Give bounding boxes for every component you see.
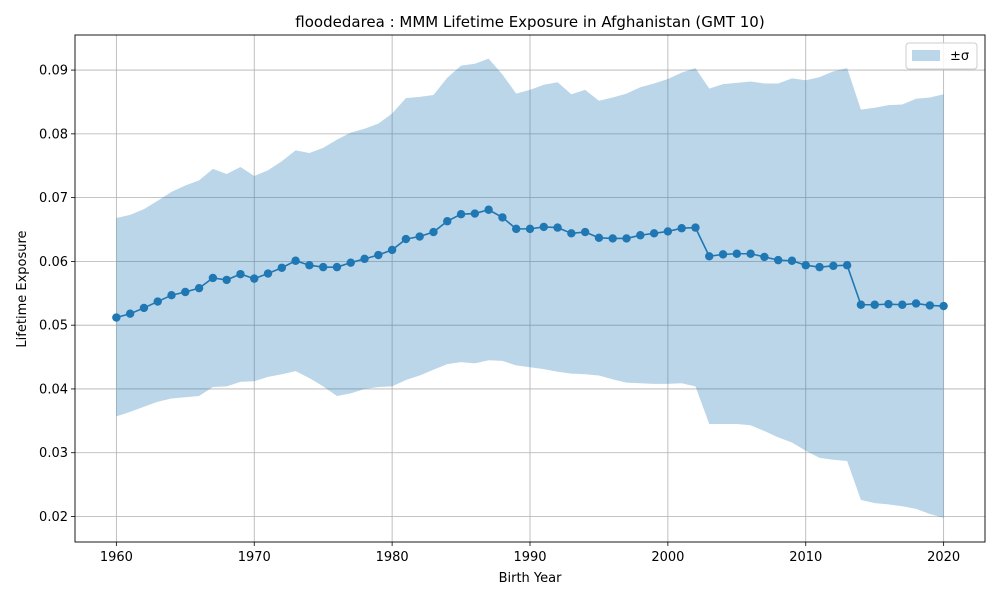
data-point xyxy=(250,274,259,283)
legend-swatch-sigma-band xyxy=(912,50,940,61)
data-point xyxy=(636,231,645,240)
data-point xyxy=(829,261,838,271)
data-point xyxy=(746,249,755,258)
y-axis-ticks: 0.02 0.03 0.04 0.05 0.06 0.07 0.08 0.09 xyxy=(39,64,75,525)
x-tick-label: 1960 xyxy=(100,550,133,565)
data-point xyxy=(760,252,769,262)
y-tick-label: 0.06 xyxy=(39,255,68,270)
x-tick-label: 2010 xyxy=(789,550,822,565)
data-point xyxy=(925,301,935,310)
x-tick-label: 1980 xyxy=(376,550,409,565)
data-point xyxy=(236,269,245,279)
data-point xyxy=(898,300,907,309)
legend-box xyxy=(905,42,978,70)
sigma-band xyxy=(116,58,944,518)
data-point xyxy=(498,213,507,222)
data-point xyxy=(677,224,686,233)
data-point xyxy=(594,233,604,242)
data-point xyxy=(732,249,742,258)
data-point xyxy=(884,299,893,309)
data-point xyxy=(125,309,135,318)
data-point xyxy=(374,250,383,260)
x-axis-ticks: 1960 1970 1980 1990 2000 2010 2020 xyxy=(100,542,960,565)
data-point xyxy=(153,297,162,306)
x-axis-label: Birth Year xyxy=(499,571,563,586)
x-tick-label: 1990 xyxy=(513,550,546,565)
data-point xyxy=(346,258,355,267)
data-point xyxy=(870,300,879,309)
sigma-band-area xyxy=(116,58,944,518)
data-point xyxy=(567,229,576,238)
legend-label-sigma-band: ±σ xyxy=(950,49,969,64)
data-point xyxy=(525,224,535,234)
data-point xyxy=(443,217,452,226)
data-point xyxy=(181,287,190,297)
data-point xyxy=(787,256,797,265)
mean-series-points xyxy=(112,205,948,322)
data-point xyxy=(939,301,948,311)
data-point xyxy=(691,223,700,232)
data-point xyxy=(332,262,342,272)
data-point xyxy=(291,256,300,265)
data-point xyxy=(305,261,314,270)
x-tick-label: 2020 xyxy=(927,550,960,565)
y-tick-label: 0.09 xyxy=(39,64,68,79)
data-point xyxy=(649,229,659,238)
y-tick-label: 0.02 xyxy=(39,510,68,525)
x-tick-label: 2000 xyxy=(651,550,684,565)
data-point xyxy=(112,313,121,322)
data-point xyxy=(856,300,866,309)
data-point xyxy=(360,254,369,264)
data-point xyxy=(415,232,424,241)
grid-lines xyxy=(75,35,985,542)
data-point xyxy=(815,262,824,272)
data-point xyxy=(484,205,493,214)
data-point xyxy=(911,299,921,308)
legend: ±σ xyxy=(905,42,978,70)
data-point xyxy=(622,234,631,243)
y-tick-label: 0.04 xyxy=(39,382,68,397)
x-tick-label: 1970 xyxy=(238,550,271,565)
data-point xyxy=(318,262,328,272)
y-tick-label: 0.05 xyxy=(39,319,68,334)
data-point xyxy=(842,261,852,270)
data-point xyxy=(277,263,287,272)
data-point xyxy=(773,255,783,265)
data-point xyxy=(222,275,231,285)
data-point xyxy=(608,234,617,243)
data-point xyxy=(512,224,521,234)
y-axis-label: Lifetime Exposure xyxy=(15,230,30,347)
data-point xyxy=(539,222,548,232)
data-point xyxy=(663,227,673,236)
data-point xyxy=(429,227,438,237)
chart-title: floodedarea : MMM Lifetime Exposure in A… xyxy=(295,13,764,31)
data-point xyxy=(718,250,728,259)
data-point xyxy=(553,223,562,232)
data-point xyxy=(580,227,590,237)
y-tick-label: 0.07 xyxy=(39,191,68,206)
data-point xyxy=(263,269,273,278)
data-point xyxy=(387,245,397,255)
data-point xyxy=(167,290,176,300)
y-tick-label: 0.03 xyxy=(39,446,68,461)
data-point xyxy=(139,303,149,313)
data-point xyxy=(801,261,810,270)
data-point xyxy=(208,273,218,283)
data-point xyxy=(470,209,480,218)
data-point xyxy=(401,234,411,244)
data-point xyxy=(456,210,466,219)
data-point xyxy=(194,283,204,293)
data-point xyxy=(705,252,714,261)
y-tick-label: 0.08 xyxy=(39,127,68,142)
